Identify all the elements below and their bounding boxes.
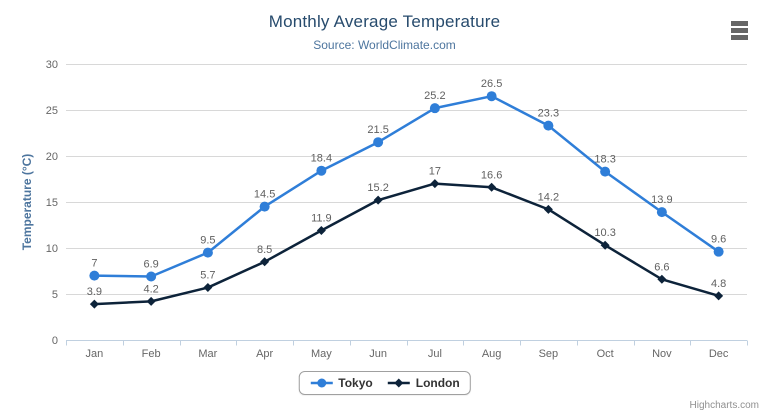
x-axis-tick-label: Oct: [597, 348, 614, 360]
series-line-tokyo[interactable]: [93, 94, 720, 278]
x-axis-tick-label: Feb: [142, 348, 161, 360]
data-label: 17: [429, 166, 441, 178]
data-label: 10.3: [594, 227, 615, 239]
chart-title: Monthly Average Temperature: [268, 12, 501, 31]
data-label: 9.5: [200, 235, 215, 247]
x-axis-tick-label: Jun: [369, 348, 387, 360]
data-label: 25.2: [424, 90, 445, 102]
data-point-london[interactable]: [89, 299, 99, 309]
data-point-tokyo[interactable]: [600, 166, 611, 177]
data-label: 9.6: [711, 234, 726, 246]
data-point-london[interactable]: [316, 226, 326, 236]
y-axis-tick-label: 25: [46, 105, 58, 117]
data-label: 23.3: [538, 108, 559, 120]
data-point-london[interactable]: [543, 204, 553, 214]
data-label: 5.7: [200, 270, 215, 282]
data-label: 18.4: [311, 153, 332, 165]
x-axis-tick-label: Mar: [198, 348, 217, 360]
data-point-tokyo[interactable]: [543, 120, 554, 131]
data-label: 4.2: [143, 283, 158, 295]
legend-item-tokyo[interactable]: Tokyo: [309, 376, 373, 390]
legend-label-tokyo: Tokyo: [338, 376, 373, 390]
data-point-tokyo[interactable]: [429, 103, 440, 114]
data-label: 26.5: [481, 78, 502, 90]
data-point-tokyo[interactable]: [713, 246, 724, 257]
data-label: 21.5: [367, 124, 388, 136]
hamburger-icon: [731, 21, 748, 40]
context-menu-button[interactable]: [731, 21, 748, 40]
data-point-london[interactable]: [146, 296, 156, 306]
data-point-tokyo[interactable]: [146, 271, 157, 282]
data-point-tokyo[interactable]: [259, 201, 270, 212]
y-axis-tick-label: 0: [52, 335, 58, 347]
data-label: 3.9: [87, 286, 102, 298]
data-point-tokyo[interactable]: [656, 207, 667, 218]
data-point-london[interactable]: [600, 240, 610, 250]
data-point-london[interactable]: [373, 195, 383, 205]
x-axis-tick-label: Nov: [652, 348, 672, 360]
data-point-london[interactable]: [260, 257, 270, 267]
data-label: 6.9: [143, 259, 158, 271]
series-line-london[interactable]: [93, 182, 720, 306]
london-series-marker-icon: [387, 378, 410, 388]
x-axis-tick-label: Dec: [709, 348, 729, 360]
y-axis-tick-label: 30: [46, 59, 58, 71]
y-axis-tick-label: 20: [46, 151, 58, 163]
data-label: 13.9: [651, 194, 672, 206]
y-axis-tick-label: 15: [46, 197, 58, 209]
data-label: 4.8: [711, 278, 726, 290]
legend-item-london[interactable]: London: [387, 376, 460, 390]
x-axis-tick-label: May: [311, 348, 332, 360]
data-label: 11.9: [311, 213, 332, 225]
data-label: 7: [91, 258, 97, 270]
data-point-london[interactable]: [714, 291, 724, 301]
data-point-london[interactable]: [203, 283, 213, 293]
y-axis-tick-label: 5: [52, 289, 58, 301]
x-axis-tick-label: Jan: [86, 348, 104, 360]
data-point-tokyo[interactable]: [373, 137, 384, 148]
data-point-london[interactable]: [487, 182, 497, 192]
data-label: 18.3: [594, 154, 615, 166]
y-axis-title: Temperature (°C): [20, 153, 34, 251]
x-axis-tick-label: Aug: [482, 348, 502, 360]
data-point-tokyo[interactable]: [89, 270, 100, 281]
data-label: 14.5: [254, 189, 275, 201]
data-label: 6.6: [654, 261, 669, 273]
data-label: 14.2: [538, 191, 559, 203]
x-axis-tick-label: Sep: [539, 348, 559, 360]
data-label: 15.2: [367, 182, 388, 194]
chart-subtitle: Source: WorldClimate.com: [313, 38, 456, 52]
data-point-tokyo[interactable]: [316, 165, 327, 176]
data-label: 8.5: [257, 244, 272, 256]
data-point-london[interactable]: [657, 274, 667, 284]
y-axis-tick-label: 10: [46, 243, 58, 255]
legend-label-london: London: [415, 376, 460, 390]
credits-link[interactable]: Highcharts.com: [689, 400, 759, 411]
data-point-tokyo[interactable]: [486, 91, 497, 102]
legend: Tokyo London: [298, 371, 471, 395]
tokyo-series-marker-icon: [310, 378, 333, 388]
data-point-london[interactable]: [430, 179, 440, 189]
x-axis-tick-label: Jul: [428, 348, 442, 360]
data-label: 16.6: [481, 169, 502, 181]
x-axis-tick-label: Apr: [256, 348, 273, 360]
data-point-tokyo[interactable]: [202, 247, 213, 258]
